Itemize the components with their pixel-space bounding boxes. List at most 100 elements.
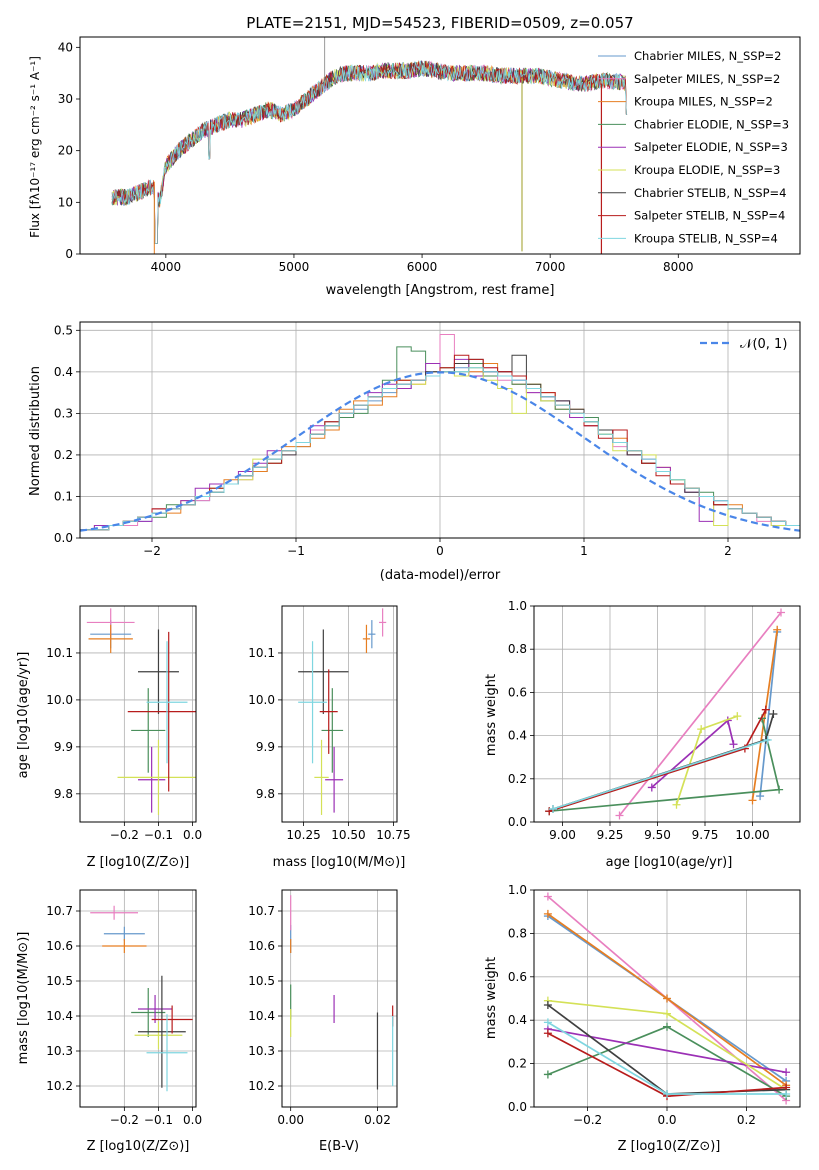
mass-ebv-xlabel: E(B-V) (319, 1139, 359, 1154)
age_vs_mass-ytick-label: 9.8 (256, 787, 275, 801)
spectrum-axes: 4000 5000 6000 7000 8000 0 10 20 30 40 (58, 40, 694, 274)
weight-point-marker (663, 1009, 671, 1018)
weight_vs_age-xtick-label: 9.50 (644, 828, 671, 842)
weight_vs_age-ytick-label: 0.0 (508, 815, 527, 829)
weight-point-marker (647, 783, 656, 792)
weight_vs_age-ytick-label: 0.8 (508, 642, 527, 656)
weight_vs_z-ytick-label: 0.6 (508, 970, 527, 984)
weight-series-line (618, 611, 782, 817)
weight-point-marker (672, 800, 681, 809)
mass_vs_ebv-ytick-label: 10.5 (248, 974, 275, 988)
mass_vs_ebv-ytick-label: 10.4 (248, 1009, 275, 1023)
weight_vs_z-xtick-label: 0.2 (737, 1113, 756, 1127)
weight_vs_z-xtick-label: 0.0 (657, 1113, 676, 1127)
weight-point-marker (543, 1070, 552, 1079)
age_vs_mass-ytick-label: 10.0 (248, 693, 275, 707)
weight-series-line (552, 739, 768, 810)
age_vs_z-ytick-label: 9.9 (54, 740, 73, 754)
age_vs_mass-xtick-label: 10.25 (286, 828, 320, 842)
spectrum-xtick-label: 4000 (151, 260, 182, 274)
mass-z-ylabel: mass [log10(M/M⊙)] (16, 932, 31, 1065)
age_vs_z-ytick-label: 9.8 (54, 787, 73, 801)
mass_vs_z-ytick-label: 10.3 (46, 1044, 73, 1058)
weight-point-marker (697, 725, 706, 734)
weight-point-marker (663, 1022, 671, 1031)
weight-z-xlabel: Z [log10(Z/Z⊙)] (618, 1139, 721, 1154)
weight-age-xlabel: age [log10(age/yr)] (606, 855, 733, 870)
residuals-ytick-label: 0.5 (54, 323, 73, 337)
weight-point-marker (777, 608, 785, 617)
weight-point-marker (775, 785, 784, 794)
spectrum-legend-label: Kroupa ELODIE, N_SSP=3 (634, 163, 780, 177)
weight-point-marker (543, 892, 552, 901)
residuals-ytick-label: 0.3 (54, 406, 73, 420)
spectrum-legend-label: Chabrier STELIB, N_SSP=4 (634, 186, 786, 200)
spectrum-legend-label: Salpeter MILES, N_SSP=2 (634, 72, 780, 86)
weight_vs_z-frame (533, 889, 801, 1108)
mass_vs_z-ytick-label: 10.4 (46, 1009, 73, 1023)
mass_vs_z-ytick-label: 10.6 (46, 939, 73, 953)
weight-series-line (759, 631, 779, 797)
age_vs_z-xtick-label: −0.1 (144, 828, 173, 842)
spectrum-legend-label: Salpeter ELODIE, N_SSP=3 (634, 140, 788, 154)
age_vs_z-ytick-label: 10.1 (46, 646, 73, 660)
age_vs_mass-ytick-label: 10.1 (248, 646, 275, 660)
age_vs_mass-xtick-label: 10.50 (331, 828, 365, 842)
weight-point-marker (733, 712, 742, 721)
spectrum-series-line (111, 60, 628, 245)
figure-title: PLATE=2151, MJD=54523, FIBERID=0509, z=0… (246, 14, 633, 32)
weight_vs_z-ytick-label: 0.2 (508, 1057, 527, 1071)
weight-point-marker (543, 1001, 552, 1010)
mass_vs_ebv-ytick-label: 10.7 (248, 904, 275, 918)
weight-point-marker (543, 909, 552, 918)
weight_vs_age-xtick-label: 9.75 (692, 828, 719, 842)
age-z-xlabel: Z [log10(Z/Z⊙)] (87, 855, 190, 870)
spectrum-xtick-label: 5000 (279, 260, 310, 274)
spectrum-ytick-label: 20 (58, 144, 73, 158)
spectrum-frame (79, 36, 801, 255)
spectrum-xtick-label: 8000 (663, 260, 694, 274)
spectrum-ytick-label: 10 (58, 195, 73, 209)
weight-point-marker (543, 1029, 552, 1038)
weight-point-marker (663, 1089, 671, 1098)
residuals-xtick-label: 0 (436, 544, 444, 558)
age_vs_z-xtick-label: −0.2 (110, 828, 139, 842)
weight-point-marker (729, 740, 738, 749)
spectrum-legend-label: Chabrier ELODIE, N_SSP=3 (634, 117, 789, 131)
residuals-ytick-label: 0.4 (54, 365, 73, 379)
weight_vs_age-xtick-label: 10.00 (735, 828, 769, 842)
weight_vs_z-ytick-label: 0.8 (508, 926, 527, 940)
weight-point-marker (769, 710, 778, 718)
spectrum-ylabel: Flux [fλ10⁻¹⁷ erg cm⁻² s⁻¹ A⁻¹] (28, 56, 42, 238)
mass-z-xlabel: Z [log10(Z/Z⊙)] (87, 1139, 190, 1154)
weight_vs_age-ytick-label: 0.6 (508, 685, 527, 699)
residuals-ytick-label: 0.1 (54, 489, 73, 503)
weight_vs_age-xtick-label: 9.25 (597, 828, 624, 842)
histogram-step (80, 367, 800, 531)
residuals-ytick-label: 0.2 (54, 448, 73, 462)
age-z-ylabel: age [log10(age/yr)] (16, 652, 31, 779)
residuals-ytick-label: 0.0 (54, 531, 73, 545)
mass_vs_z-axes: −0.2 −0.1 0.0 10.2 10.3 10.4 10.5 10.6 10.7 (46, 890, 202, 1127)
mass_vs_z-ytick-label: 10.2 (46, 1079, 73, 1093)
mass_vs_ebv-ytick-label: 10.6 (248, 939, 275, 953)
age_vs_z-frame (79, 605, 197, 823)
mass_vs_ebv-ytick-label: 10.2 (248, 1079, 275, 1093)
residuals-xtick-label: 1 (580, 544, 588, 558)
spectrum-ytick-label: 30 (58, 92, 73, 106)
spectrum-legend-label: Kroupa MILES, N_SSP=2 (634, 95, 773, 109)
mass_vs_z-frame (79, 889, 197, 1108)
weight_vs_age-frame (533, 605, 801, 823)
weight_vs_age-xtick-label: 9.00 (549, 828, 576, 842)
weight-point-marker (761, 705, 770, 714)
residuals-xtick-label: 2 (724, 544, 732, 558)
normal-reference-curve (80, 371, 800, 532)
mass_vs_ebv-xtick-label: 0.02 (364, 1113, 391, 1127)
weight-point-marker (549, 805, 557, 814)
age_vs_mass-xtick-label: 10.75 (376, 828, 410, 842)
weight-point-marker (748, 796, 757, 805)
spectrum-ytick-label: 40 (58, 40, 73, 54)
age_vs_mass-frame (281, 605, 398, 823)
